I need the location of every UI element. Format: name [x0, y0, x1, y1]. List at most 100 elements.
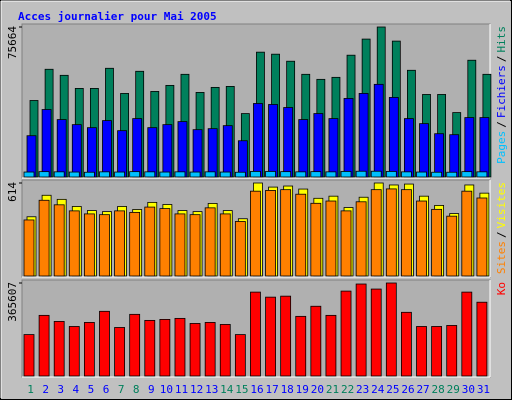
x-tick-label: 2 — [42, 383, 49, 396]
legend-entry: Ko — [495, 282, 508, 295]
bar — [295, 315, 307, 377]
bar — [174, 171, 186, 178]
x-tick-label: 3 — [57, 383, 64, 396]
bar — [431, 326, 443, 377]
bar — [129, 313, 141, 377]
bar — [71, 124, 82, 178]
x-tick-label: 13 — [205, 383, 218, 396]
bar — [355, 170, 367, 178]
bar — [117, 130, 127, 178]
bar — [53, 321, 65, 377]
bar — [129, 211, 141, 277]
bar — [83, 171, 95, 178]
x-tick-label: 27 — [416, 383, 429, 396]
bar — [370, 189, 382, 277]
bar — [388, 97, 399, 178]
x-tick-label: 1 — [27, 383, 34, 396]
bar — [431, 208, 443, 277]
bar — [328, 118, 339, 178]
bar — [250, 171, 261, 178]
bar — [446, 171, 458, 178]
x-tick-label: 14 — [220, 383, 234, 396]
legend: Pages / Fichiers / Hits — [495, 26, 508, 164]
bar — [250, 291, 261, 377]
bar — [401, 311, 412, 377]
bar — [114, 210, 125, 277]
bar — [419, 123, 429, 178]
bar — [68, 210, 80, 277]
bar — [147, 127, 158, 178]
bar — [340, 290, 352, 377]
bar — [370, 288, 382, 377]
bar — [159, 208, 171, 277]
bar — [401, 189, 412, 277]
y-tick-label: 365607 — [6, 282, 19, 322]
bar — [174, 213, 186, 277]
bar — [280, 189, 292, 277]
bar — [325, 171, 337, 178]
bar — [219, 324, 231, 377]
bar — [102, 120, 112, 178]
x-tick-label: 7 — [118, 383, 125, 396]
bar — [416, 326, 427, 377]
bar — [325, 314, 337, 377]
x-tick-label: 15 — [235, 383, 248, 396]
bar — [219, 213, 231, 277]
bar — [159, 171, 171, 178]
bar — [26, 135, 37, 178]
bar — [189, 171, 201, 178]
x-tick-label: 21 — [326, 383, 339, 396]
x-tick-label: 22 — [341, 383, 354, 396]
bar — [144, 319, 156, 377]
bar — [204, 171, 216, 178]
x-tick-label: 17 — [265, 383, 278, 396]
bar — [129, 171, 141, 178]
bar — [370, 170, 382, 178]
x-tick-label: 23 — [356, 383, 369, 396]
chart-title: Acces journalier pour Mai 2005 — [18, 10, 217, 23]
bar — [162, 124, 173, 178]
x-tick-label: 31 — [477, 383, 490, 396]
x-tick-label: 25 — [386, 383, 399, 396]
bar — [23, 171, 35, 178]
bar — [416, 200, 427, 277]
bar — [159, 319, 171, 377]
bar — [461, 190, 473, 277]
bar — [23, 219, 35, 277]
bar — [38, 314, 50, 377]
bar — [68, 326, 80, 377]
bar — [265, 190, 276, 277]
bar — [68, 171, 80, 178]
y-tick-label: 614 — [6, 182, 19, 202]
x-tick-label: 6 — [103, 383, 110, 396]
legend-separator: / — [495, 231, 508, 238]
legend-entry: Pages — [495, 131, 508, 164]
bar — [449, 134, 460, 178]
bar — [204, 322, 216, 377]
x-tick-label: 26 — [401, 383, 414, 396]
bar — [404, 118, 414, 178]
bar — [53, 171, 65, 178]
bar — [99, 310, 110, 377]
bar — [446, 215, 458, 277]
bar — [479, 117, 490, 178]
legend-separator: / — [495, 121, 508, 128]
bar — [461, 291, 473, 377]
x-tick-label: 24 — [371, 383, 385, 396]
bar — [192, 129, 203, 178]
bar — [464, 117, 475, 178]
bar — [434, 133, 445, 178]
x-tick-label: 29 — [447, 383, 460, 396]
legend-entry: Fichiers — [495, 65, 508, 118]
bar — [38, 171, 50, 178]
bar — [310, 305, 322, 377]
bar — [83, 213, 95, 277]
bar — [431, 171, 443, 178]
bar — [219, 171, 231, 178]
bar — [189, 214, 201, 277]
bar — [280, 171, 292, 178]
bar — [310, 171, 322, 178]
bar — [99, 214, 110, 277]
bar — [114, 171, 125, 178]
